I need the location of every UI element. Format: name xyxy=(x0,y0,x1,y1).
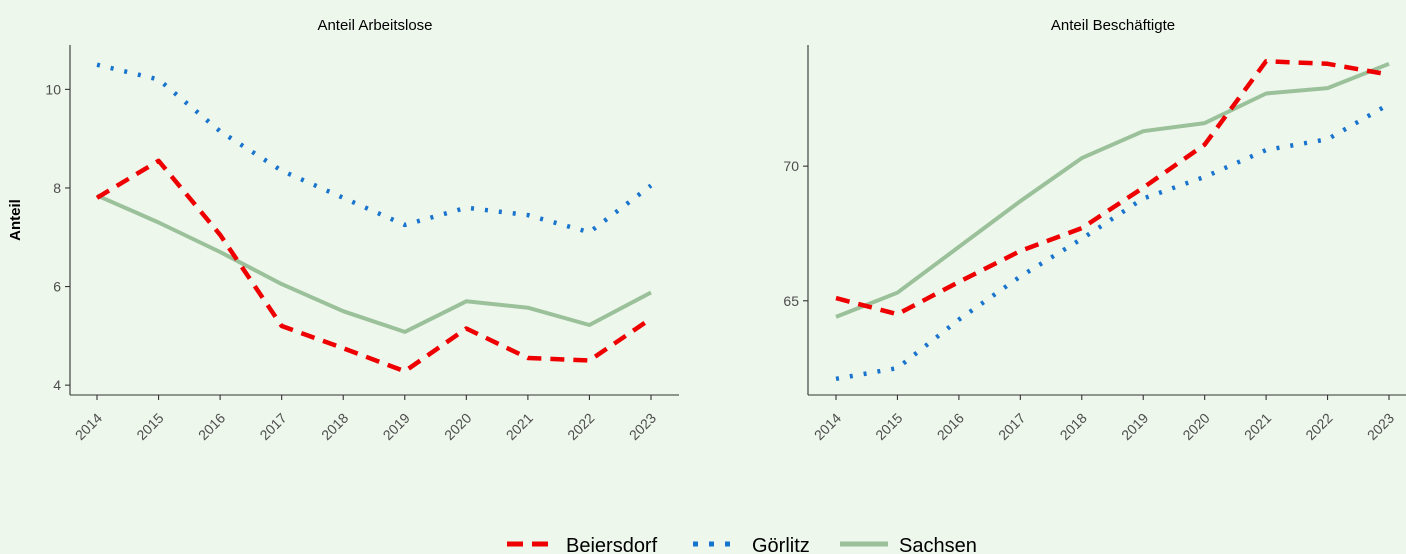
panel-arbeitslose: Anteil Arbeitslose Anteil 4 6 8 10 2014 2015 2… xyxy=(7,17,679,443)
panel-beschaeftigte: Anteil Beschäftigte 65 70 2014 2015 2016 2017… xyxy=(783,17,1406,443)
y-axis-label: Anteil xyxy=(7,199,24,241)
legend: Beiersdorf Görlitz Sachsen xyxy=(507,535,977,554)
y-tick-label: 65 xyxy=(783,293,799,309)
x-tick-label: 2015 xyxy=(133,410,166,443)
x-tick-label: 2023 xyxy=(1364,410,1397,443)
x-tick-label: 2023 xyxy=(626,410,659,443)
x-tick-label: 2018 xyxy=(1057,410,1090,443)
y-tick-label: 6 xyxy=(53,279,61,295)
legend-label: Görlitz xyxy=(752,535,810,554)
x-tick-label: 2018 xyxy=(318,410,351,443)
x-tick-label: 2021 xyxy=(503,410,536,443)
series-line-goerlitz xyxy=(835,102,1391,382)
y-tick-label: 10 xyxy=(45,81,61,97)
legend-label: Beiersdorf xyxy=(566,535,658,554)
x-tick-label: 2016 xyxy=(195,410,228,443)
x-tick-label: 2014 xyxy=(811,410,844,443)
x-tick-label: 2019 xyxy=(1118,410,1151,443)
y-tick-label: 8 xyxy=(53,180,61,196)
x-tick-label: 2014 xyxy=(72,410,105,443)
y-tick-label: 4 xyxy=(53,377,61,393)
x-tick-label: 2021 xyxy=(1241,410,1274,443)
x-tick-label: 2017 xyxy=(995,410,1028,443)
panel-title-arbeitslose: Anteil Arbeitslose xyxy=(317,17,432,34)
x-tick-label: 2022 xyxy=(564,410,597,443)
series-line-goerlitz xyxy=(96,62,653,235)
x-tick-label: 2019 xyxy=(380,410,413,443)
legend-label: Sachsen xyxy=(899,535,977,554)
series-line-beiersdorf xyxy=(95,158,653,374)
x-tick-label: 2020 xyxy=(441,410,474,443)
series-line-sachsen xyxy=(96,193,652,334)
x-tick-label: 2015 xyxy=(872,410,905,443)
panel-title-beschaeftigte: Anteil Beschäftigte xyxy=(1051,17,1175,34)
x-tick-label: 2016 xyxy=(934,410,967,443)
x-tick-label: 2017 xyxy=(256,410,289,443)
series-line-sachsen xyxy=(835,61,1390,319)
x-tick-label: 2020 xyxy=(1179,410,1212,443)
series-line-beiersdorf xyxy=(835,58,1390,317)
x-tick-label: 2022 xyxy=(1302,410,1335,443)
y-tick-label: 70 xyxy=(783,158,799,174)
